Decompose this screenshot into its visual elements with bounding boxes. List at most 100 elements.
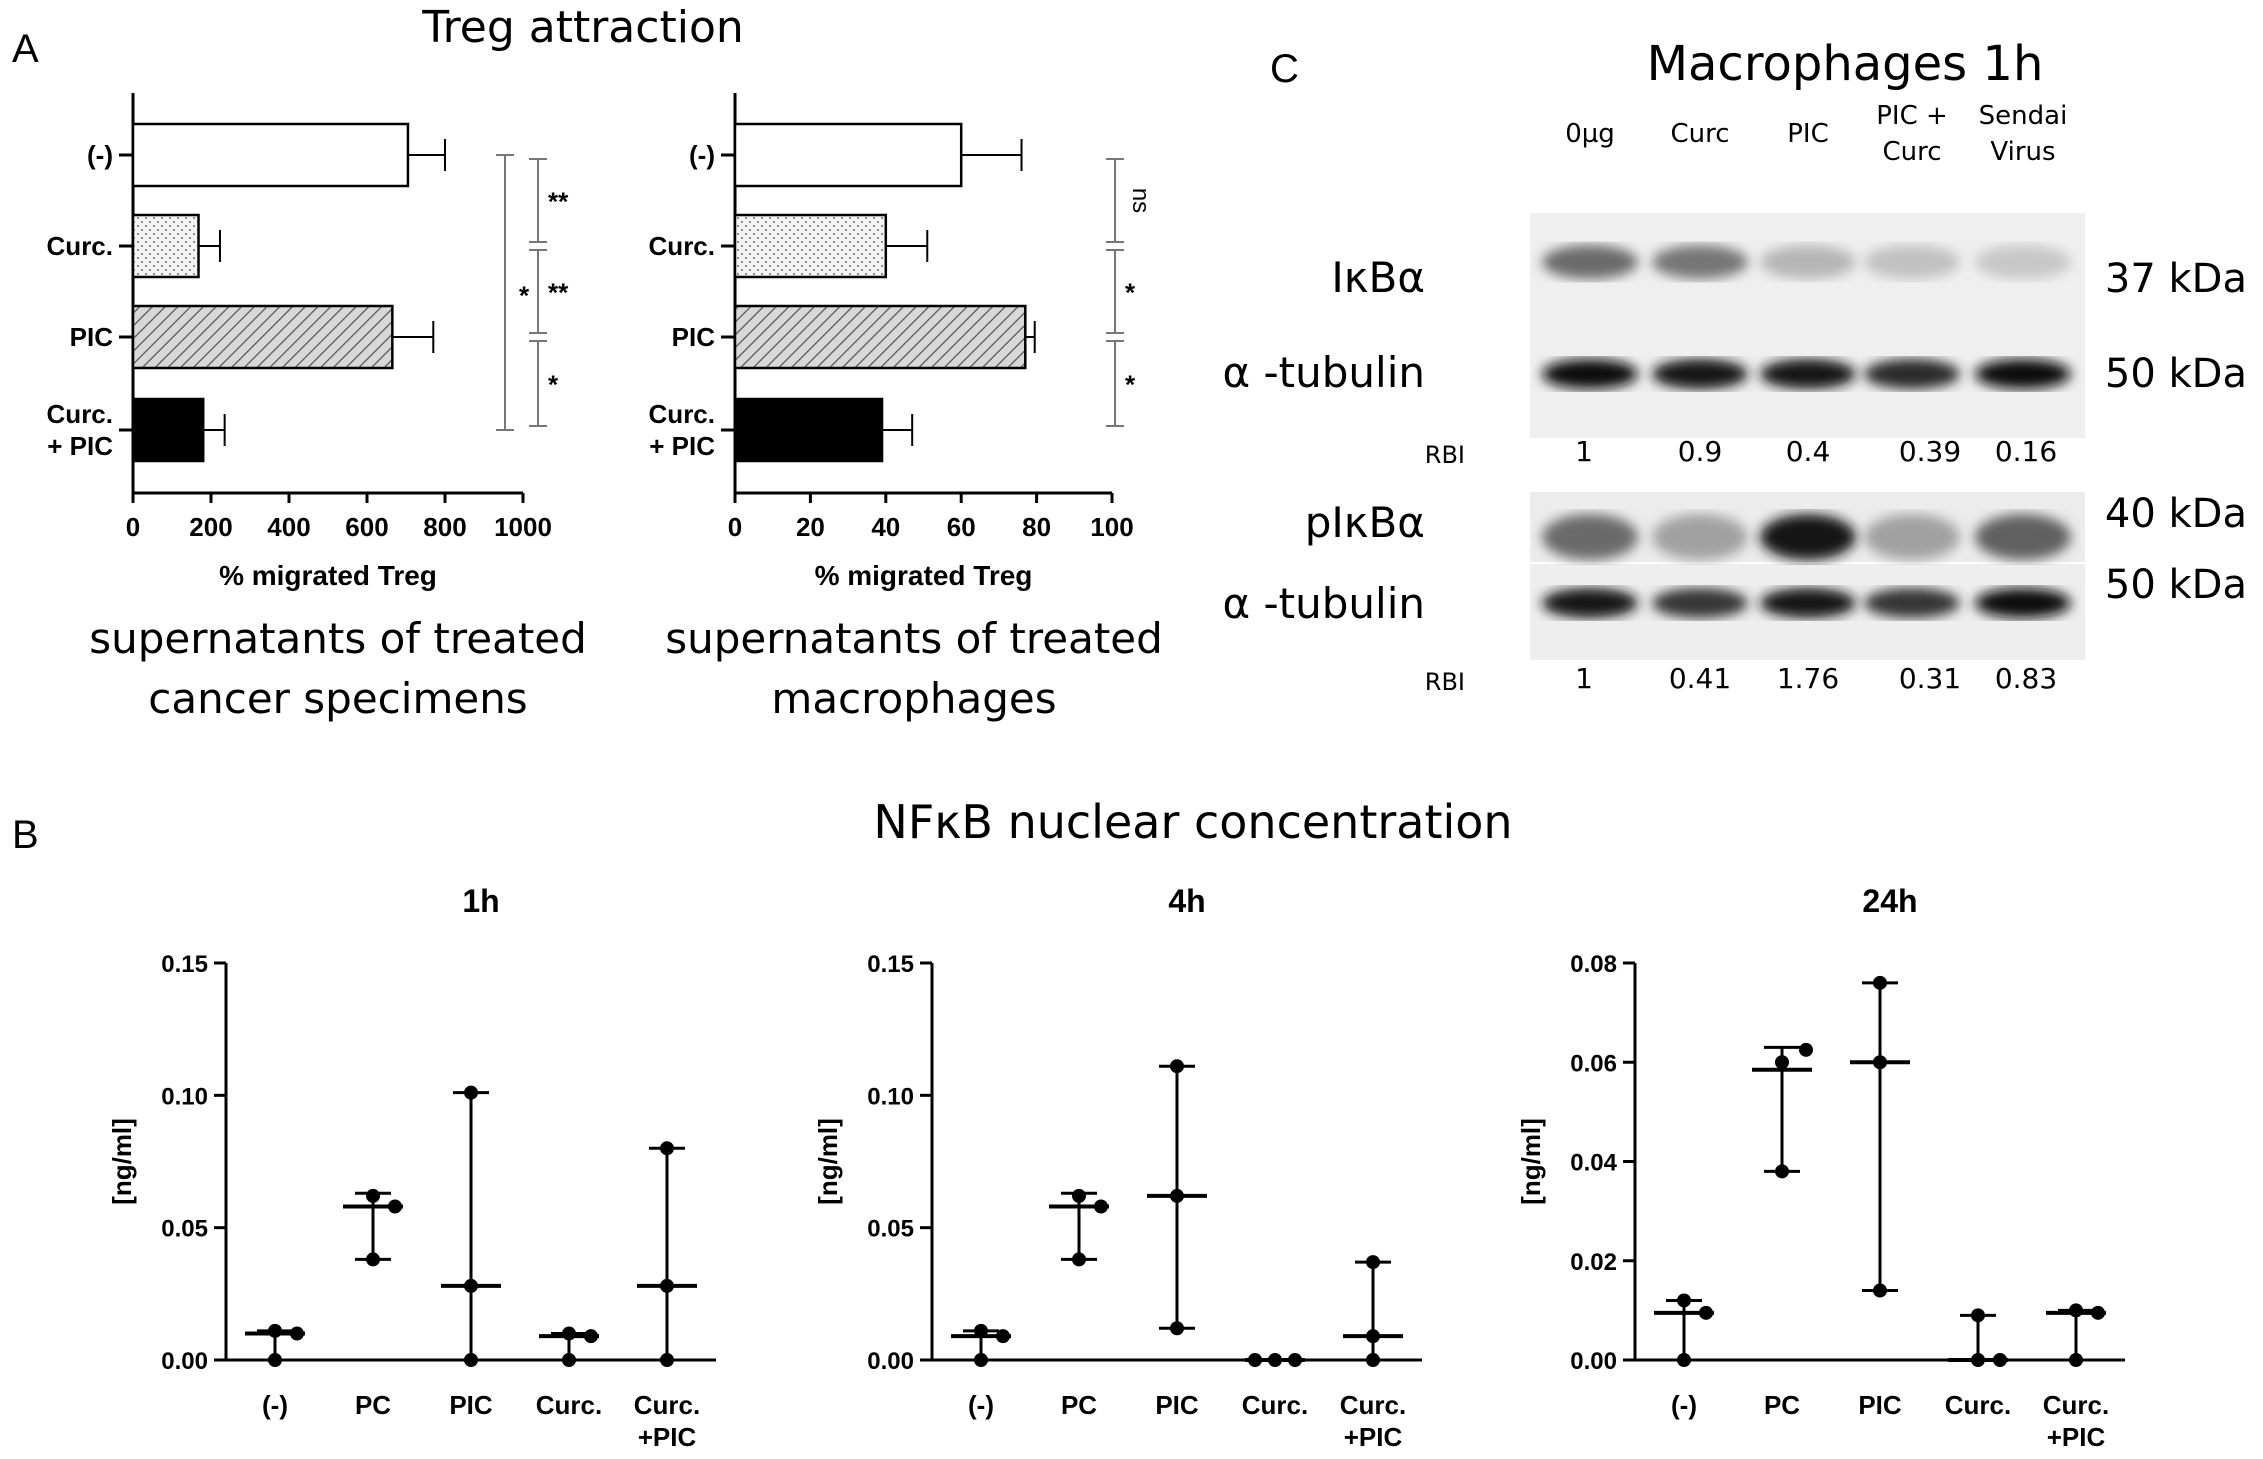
data-point xyxy=(1248,1353,1262,1367)
significance-label: * xyxy=(548,370,559,400)
data-point xyxy=(1094,1199,1108,1214)
data-point xyxy=(1366,1255,1380,1270)
x-tick-label: 60 xyxy=(947,512,976,542)
significance-label: * xyxy=(519,281,530,311)
category-label: Curc. xyxy=(649,231,715,261)
category-label: Curc. + PIC xyxy=(47,399,114,461)
category-label: Curc. + PIC xyxy=(649,399,716,461)
y-tick-label: 0.10 xyxy=(867,1083,914,1110)
data-point xyxy=(1366,1329,1380,1344)
y-axis-label: [ng/ml] xyxy=(1516,1118,1546,1205)
caption-line: supernatants of treated xyxy=(89,614,587,663)
data-point xyxy=(1873,1055,1887,1070)
blot-band xyxy=(1542,588,1638,618)
chart-title: 24h xyxy=(1862,883,1917,919)
data-point xyxy=(1699,1305,1713,1320)
data-point xyxy=(464,1353,478,1367)
data-point xyxy=(1873,975,1887,990)
data-point xyxy=(268,1323,282,1338)
bar xyxy=(733,213,888,279)
data-point xyxy=(268,1353,282,1367)
blot-row-label: α -tubulin xyxy=(1222,348,1425,397)
category-label: Curc. xyxy=(47,231,113,261)
category-label: Curc. xyxy=(1945,1390,2011,1420)
data-point xyxy=(1873,1283,1887,1298)
blot-band xyxy=(1975,588,2071,618)
rbi-value: 0.16 xyxy=(1995,435,2057,468)
y-tick-label: 0.02 xyxy=(1570,1249,1617,1276)
bar xyxy=(131,122,410,188)
data-point xyxy=(1170,1321,1184,1336)
bar xyxy=(131,397,205,463)
significance-label: ** xyxy=(548,278,569,308)
blot-band xyxy=(1652,514,1748,560)
y-tick-label: 0.15 xyxy=(161,951,208,978)
data-point xyxy=(388,1199,402,1214)
chart-title: 4h xyxy=(1168,883,1205,919)
data-point xyxy=(660,1141,674,1156)
data-point xyxy=(1677,1293,1691,1308)
lane-label: PIC xyxy=(1787,119,1829,149)
significance-label: ns xyxy=(1127,188,1154,213)
lane-label: Curc xyxy=(1670,119,1729,149)
y-tick-label: 0.04 xyxy=(1570,1150,1617,1177)
blot-row-label: pIκBα xyxy=(1305,498,1425,547)
blot-kda-label: 37 kDa xyxy=(2105,256,2247,302)
lane-label: PIC + Curc xyxy=(1876,101,1948,167)
blot-kda-label: 50 kDa xyxy=(2105,351,2247,397)
data-point xyxy=(2091,1305,2105,1320)
rbi-value: 1 xyxy=(1575,662,1593,695)
data-point xyxy=(996,1329,1010,1344)
bar xyxy=(733,397,884,463)
data-point xyxy=(1288,1353,1302,1367)
x-tick-label: 800 xyxy=(423,512,466,542)
x-tick-label: 0 xyxy=(126,512,140,542)
category-label: (-) xyxy=(968,1390,994,1420)
data-point xyxy=(1971,1308,1985,1323)
scatter-chart-1h: 1h 0.00 0.05 0.10 0.15 [ng/ml] (-) PC PIC Curc. Cu… xyxy=(107,883,716,1452)
blot-band xyxy=(1975,514,2071,560)
x-tick-label: 1000 xyxy=(494,512,552,542)
blot-row-label: α -tubulin xyxy=(1222,579,1425,628)
bar-chart-macrophages: 0 20 40 60 80 100 % migrated Treg supernatants … xyxy=(649,93,1163,723)
significance-label: * xyxy=(1125,370,1136,400)
data-point xyxy=(660,1278,674,1293)
data-point xyxy=(366,1188,380,1203)
x-tick-label: 600 xyxy=(345,512,388,542)
blot-band xyxy=(1652,245,1748,279)
lane-label: 0µg xyxy=(1565,119,1615,149)
category-label: Curc. +PIC xyxy=(1340,1390,1406,1452)
rbi-value: 0.41 xyxy=(1669,662,1731,695)
data-point xyxy=(290,1326,304,1341)
category-label: Curc. xyxy=(536,1390,602,1420)
data-point xyxy=(974,1353,988,1367)
caption-line: macrophages xyxy=(771,674,1056,723)
blot-band xyxy=(1652,359,1748,389)
category-label: PC xyxy=(355,1390,391,1420)
blot-band xyxy=(1542,359,1638,389)
lane-label: Sendai Virus xyxy=(1979,101,2068,167)
category-label: Curc. +PIC xyxy=(2043,1390,2109,1452)
rbi-value: 1 xyxy=(1575,435,1593,468)
y-tick-label: 0.00 xyxy=(1570,1348,1617,1375)
rbi-label: RBI xyxy=(1425,668,1465,696)
category-label: PIC xyxy=(1155,1390,1199,1420)
rbi-label: RBI xyxy=(1425,441,1465,469)
data-point xyxy=(1072,1252,1086,1267)
caption-line: cancer specimens xyxy=(148,674,527,723)
blot-row-label: IκBα xyxy=(1331,253,1425,302)
panel-c-title: Macrophages 1h xyxy=(1647,36,2044,92)
rbi-value: 1.76 xyxy=(1777,662,1839,695)
data-point xyxy=(1170,1188,1184,1203)
category-label: Curc. +PIC xyxy=(634,1390,700,1452)
data-point xyxy=(1366,1353,1380,1367)
data-point xyxy=(366,1252,380,1267)
data-point xyxy=(1971,1353,1985,1367)
bar-chart-cancer-specimens: 0 200 400 600 800 1000 % migrated Treg supernat… xyxy=(47,93,587,723)
blot-band xyxy=(1864,514,1960,560)
x-tick-label: 400 xyxy=(267,512,310,542)
category-label: (-) xyxy=(1671,1390,1697,1420)
data-point xyxy=(1775,1055,1789,1070)
category-label: PC xyxy=(1764,1390,1800,1420)
